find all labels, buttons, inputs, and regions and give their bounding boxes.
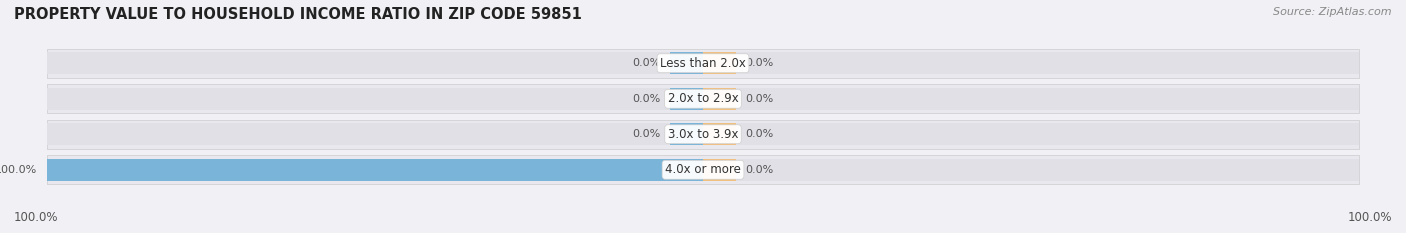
Bar xyxy=(46,49,1360,78)
Text: 0.0%: 0.0% xyxy=(745,165,773,175)
Bar xyxy=(703,52,735,74)
Text: 0.0%: 0.0% xyxy=(633,129,661,139)
Bar xyxy=(46,123,1360,145)
Text: 100.0%: 100.0% xyxy=(0,165,37,175)
Text: 4.0x or more: 4.0x or more xyxy=(665,163,741,176)
Bar xyxy=(46,159,703,181)
Text: 0.0%: 0.0% xyxy=(745,94,773,104)
Bar xyxy=(46,52,1360,74)
Bar xyxy=(671,123,703,145)
Text: Less than 2.0x: Less than 2.0x xyxy=(659,57,747,70)
Bar xyxy=(46,120,1360,149)
Text: 2.0x to 2.9x: 2.0x to 2.9x xyxy=(668,92,738,105)
Bar xyxy=(703,123,735,145)
Bar xyxy=(703,88,735,110)
Bar xyxy=(703,159,735,181)
Bar xyxy=(671,88,703,110)
Text: 100.0%: 100.0% xyxy=(14,211,59,224)
Text: 0.0%: 0.0% xyxy=(633,58,661,68)
Text: 0.0%: 0.0% xyxy=(745,129,773,139)
Bar xyxy=(46,155,1360,184)
Text: 0.0%: 0.0% xyxy=(633,94,661,104)
Bar xyxy=(671,52,703,74)
Text: PROPERTY VALUE TO HOUSEHOLD INCOME RATIO IN ZIP CODE 59851: PROPERTY VALUE TO HOUSEHOLD INCOME RATIO… xyxy=(14,7,582,22)
Text: Source: ZipAtlas.com: Source: ZipAtlas.com xyxy=(1274,7,1392,17)
Bar xyxy=(46,84,1360,113)
Bar xyxy=(46,88,1360,110)
Text: 100.0%: 100.0% xyxy=(1347,211,1392,224)
Bar xyxy=(46,159,1360,181)
Text: 0.0%: 0.0% xyxy=(745,58,773,68)
Text: 3.0x to 3.9x: 3.0x to 3.9x xyxy=(668,128,738,141)
